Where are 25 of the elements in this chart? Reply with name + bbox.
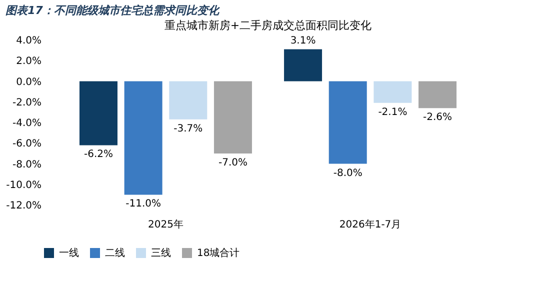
data-label: -6.2% (84, 149, 113, 160)
y-tick-label: -6.0% (12, 138, 42, 150)
legend-label: 18城合计 (197, 247, 240, 259)
y-tick-label: -12.0% (6, 200, 42, 212)
x-tick-label: 2026年1-7月 (339, 218, 402, 230)
data-label: 3.1% (290, 35, 316, 46)
legend-label: 一线 (59, 247, 79, 259)
y-tick-label: -8.0% (12, 159, 42, 170)
y-tick-label: -4.0% (12, 118, 42, 129)
y-tick-label: -10.0% (6, 180, 42, 191)
y-tick-label: -2.0% (12, 97, 42, 108)
chart-title: 图表17：不同能级城市住宅总需求同比变化 (6, 4, 220, 17)
y-tick-label: 4.0% (16, 36, 42, 46)
data-label: -2.1% (378, 106, 408, 118)
data-label: -8.0% (333, 168, 362, 179)
data-label: -3.7% (174, 123, 203, 134)
legend-label: 三线 (151, 247, 171, 259)
data-label: -7.0% (218, 157, 248, 168)
data-label: -2.6% (423, 112, 452, 124)
chart-subtitle: 重点城市新房+二手房成交总面积同比变化 (164, 19, 372, 32)
legend-label: 二线 (105, 247, 125, 259)
y-tick-label: 0.0% (16, 76, 42, 88)
y-tick-label: 2.0% (16, 56, 42, 68)
data-label: -11.0% (126, 198, 162, 210)
x-tick-label: 2025年 (148, 218, 184, 230)
